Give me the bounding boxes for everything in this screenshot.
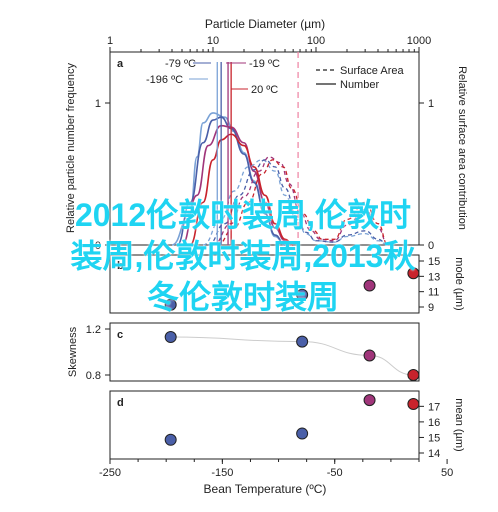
- top-x-tick-label: 1000: [407, 35, 431, 47]
- panel-a-y-tick-label-left: 0: [95, 240, 101, 252]
- legend-number-label: Number: [340, 79, 379, 91]
- panel-c-data-point-2: [363, 349, 376, 362]
- panel-c-y-tick-label: 1.2: [86, 324, 101, 336]
- panel-c-data-point-3: [407, 369, 420, 381]
- panel-d-y-tick-label: 14: [428, 448, 440, 460]
- panel-b-data-point-3: [407, 267, 420, 280]
- panel-b-data-point-2: [363, 279, 376, 292]
- panel-d-frame: [109, 390, 420, 460]
- panel-b-y-tick-label: 9: [428, 302, 434, 314]
- panel-b-data-point-0: [164, 298, 177, 311]
- panel-c-trend-curve: [170, 336, 414, 376]
- panel-b-y-tick-label: 13: [428, 271, 440, 283]
- bottom-x-tick-label: -50: [327, 467, 343, 479]
- bottom-x-tick-label: -150: [211, 467, 233, 479]
- legend-surface-area-label: Surface Area: [340, 65, 404, 77]
- panel-b-letter: b: [117, 260, 124, 272]
- series-line-surface-area-7: [217, 159, 389, 246]
- panel-a-y-tick-label-left: 1: [95, 98, 101, 110]
- panel-a-y-tick-label-right: 1: [428, 98, 434, 110]
- panel-b-data-point-1: [296, 288, 309, 301]
- bottom-x-axis-title: Bean Temperature (ºC): [204, 482, 327, 496]
- panel-c-data-point-0: [164, 331, 177, 344]
- annotation-minus79: -79 ºC: [165, 58, 196, 70]
- series-line-number-3: [189, 133, 294, 246]
- panel-a-letter: a: [117, 58, 124, 70]
- panel-b-y-tick-label: 11: [428, 287, 439, 299]
- panel-d-y-tick-label: 15: [428, 432, 440, 444]
- series-line-surface-area-4: [202, 159, 389, 246]
- panel-a-y-tick-label-right: 0: [428, 240, 434, 252]
- panel-a-frame: [109, 51, 420, 246]
- bottom-x-tick-label: 50: [441, 467, 453, 479]
- bottom-x-tick-label: -250: [99, 467, 121, 479]
- panel-b-y-axis-title: mode (µm): [453, 257, 465, 310]
- annotation-minus196: -196 ºC: [146, 74, 183, 86]
- panel-a-y-axis-title-left: Relative particle number frequency: [65, 63, 77, 233]
- panel-c-data-point-1: [296, 335, 309, 348]
- panel-c-frame: [109, 322, 420, 382]
- panel-b-y-tick-label: 15: [428, 256, 440, 268]
- panel-d-y-tick-label: 17: [428, 401, 440, 413]
- panel-a-y-axis-title-right: Relative surface area contribution: [456, 66, 468, 230]
- top-x-tick-label: 1: [107, 35, 113, 47]
- panel-d-y-axis-title: mean (µm): [453, 398, 465, 451]
- top-x-tick-label: 10: [207, 35, 219, 47]
- top-x-tick-label: 100: [307, 35, 325, 47]
- legend: Surface Area Number: [316, 65, 404, 91]
- annotation-minus19: -19 ºC: [249, 58, 280, 70]
- panel-c-y-axis-title: Skewness: [67, 326, 79, 377]
- panel-d-data-point-2: [363, 394, 376, 407]
- top-x-axis-title: Particle Diameter (µm): [205, 17, 325, 31]
- panel-d-y-tick-label: 16: [428, 417, 440, 429]
- panel-c-letter: c: [117, 329, 123, 341]
- series-line-surface-area-6: [212, 156, 389, 246]
- panel-d-letter: d: [117, 397, 124, 409]
- series-line-surface-area-5: [208, 159, 389, 246]
- annotation-20: 20 ºC: [251, 84, 278, 96]
- panel-b-frame: [109, 254, 420, 314]
- temperature-annotations: -79 ºC -196 ºC -19 ºC 20 ºC: [146, 58, 280, 96]
- panel-d-data-point-1: [296, 427, 309, 440]
- panel-d-data-point-0: [164, 433, 177, 446]
- panel-d-data-point-3: [407, 398, 420, 410]
- panel-c-y-tick-label: 0.8: [86, 370, 101, 382]
- series-line-number-2: [181, 124, 294, 246]
